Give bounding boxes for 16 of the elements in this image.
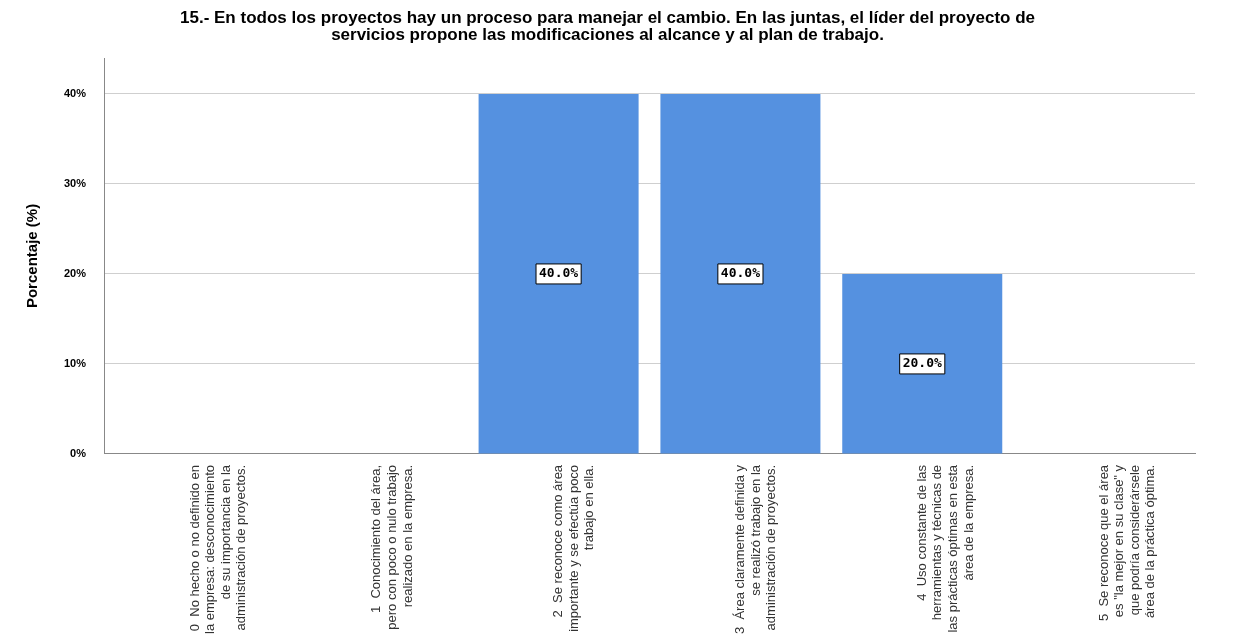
x-tick-label: 1 Conocimiento del área, pero con poco o nulo trabajo realizado en la empresa. (368, 464, 415, 630)
x-tick-label: 4 Uso constante de las herramientas y técnicas de las prácticas óptimas en esta área de la empresa. (913, 464, 976, 633)
y-axis-title: Porcentaje (%) (23, 203, 41, 309)
y-tick-label: 40% (63, 87, 87, 100)
y-tick-label: 30% (63, 177, 87, 189)
x-tick-label: 3 Área claramente definida y se realizó trabajo en la administración de proyectos. (732, 464, 779, 635)
data-label: 40.0% (720, 265, 761, 281)
x-tick-label: 0 No hecho o no definido en la empresa: desconocimiento de su importancia en la administración de proyectos. (186, 464, 249, 634)
x-tick-label: 2 Se reconoce como área importante y se efectúa poco trabajo en ella. (550, 464, 597, 632)
y-tick-label: 20% (63, 266, 87, 279)
chart-title: 15.- En todos los proyectos hay un proceso para manejar el cambio. En las juntas, el líder del proyecto de servicios propone las modificaciones al alcance y al plan de trabajo. (180, 8, 1035, 45)
x-tick-label: 5 Se reconoce que el área es "la mejor en su clase" y que podría considerársele área de la práctica óptima. (1095, 464, 1158, 622)
data-label: 40.0% (539, 265, 579, 281)
y-tick-label: 10% (63, 356, 87, 369)
data-label: 20.0% (902, 355, 942, 371)
y-tick-label: 0% (70, 446, 87, 459)
